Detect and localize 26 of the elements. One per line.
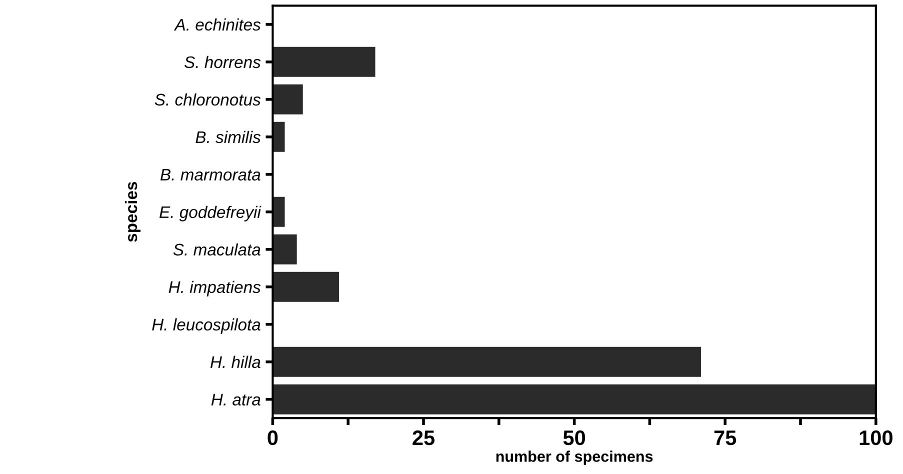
x-tick-label: 100: [860, 430, 892, 446]
bar: [272, 234, 297, 264]
bar: [272, 272, 340, 302]
y-tick-label: B. similis: [196, 130, 261, 144]
bar: [272, 346, 701, 377]
y-tick-label: B. marmorata: [160, 168, 260, 181]
y-tick-label: S. horrens: [184, 56, 261, 68]
y-tick-label: S. maculata: [173, 243, 260, 256]
y-tick-label: S. chloronotus: [154, 93, 261, 106]
y-tick-label: E. goddefreyii: [160, 206, 262, 222]
y-axis-title: species: [124, 182, 140, 242]
y-tick-label: A. echinites: [174, 18, 261, 31]
y-tick-label: H. hilla: [210, 356, 260, 368]
y-tick-label: H. atra: [211, 394, 260, 406]
x-tick-label: 50: [563, 430, 586, 446]
bar: [272, 196, 285, 227]
y-tick-label: H. impatiens: [168, 280, 261, 296]
x-tick-label: 25: [412, 430, 435, 446]
bar: [272, 46, 376, 77]
x-axis-title: number of specimens: [496, 450, 653, 465]
bar: [272, 122, 285, 152]
x-tick-label: 0: [268, 430, 278, 446]
y-tick-label: H. leucospilota: [152, 318, 260, 334]
bar: [272, 84, 303, 114]
bar: [272, 384, 876, 414]
x-tick-label: 75: [714, 430, 736, 446]
